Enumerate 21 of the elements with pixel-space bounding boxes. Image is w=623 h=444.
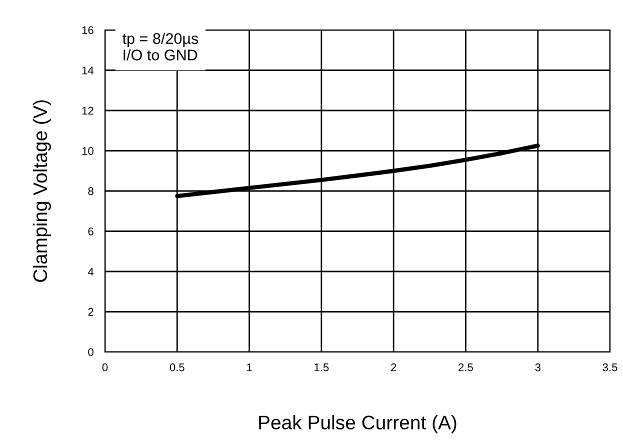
y-tick-label: 2 <box>88 308 94 316</box>
y-tick-label: 4 <box>88 268 94 276</box>
x-tick-label: 0.5 <box>170 363 184 372</box>
y-tick-label: 8 <box>88 187 94 196</box>
y-tick-label: 16 <box>82 26 94 34</box>
x-tick-label: 3 <box>535 363 540 372</box>
y-tick-label: 6 <box>88 228 94 236</box>
y-tick-label: 10 <box>82 147 94 155</box>
x-axis-title: Peak Pulse Current (A) <box>259 415 456 434</box>
x-tick-label: 3.5 <box>602 363 618 372</box>
y-axis-title: Clamping Voltage (V) <box>32 100 51 282</box>
y-tick-label: 0 <box>88 348 94 356</box>
x-tick-label: 1.5 <box>314 364 329 372</box>
y-tick-label: 12 <box>82 106 94 115</box>
annotation: tp = 8/20µs <box>122 32 198 48</box>
x-tick-label: 2.5 <box>458 363 473 372</box>
y-tick-label: 14 <box>82 66 94 74</box>
x-tick-label: 1 <box>247 364 252 372</box>
x-tick-label: 0 <box>102 363 108 372</box>
x-tick-label: 2 <box>391 363 396 372</box>
annotation: I/O to GND <box>124 49 198 60</box>
